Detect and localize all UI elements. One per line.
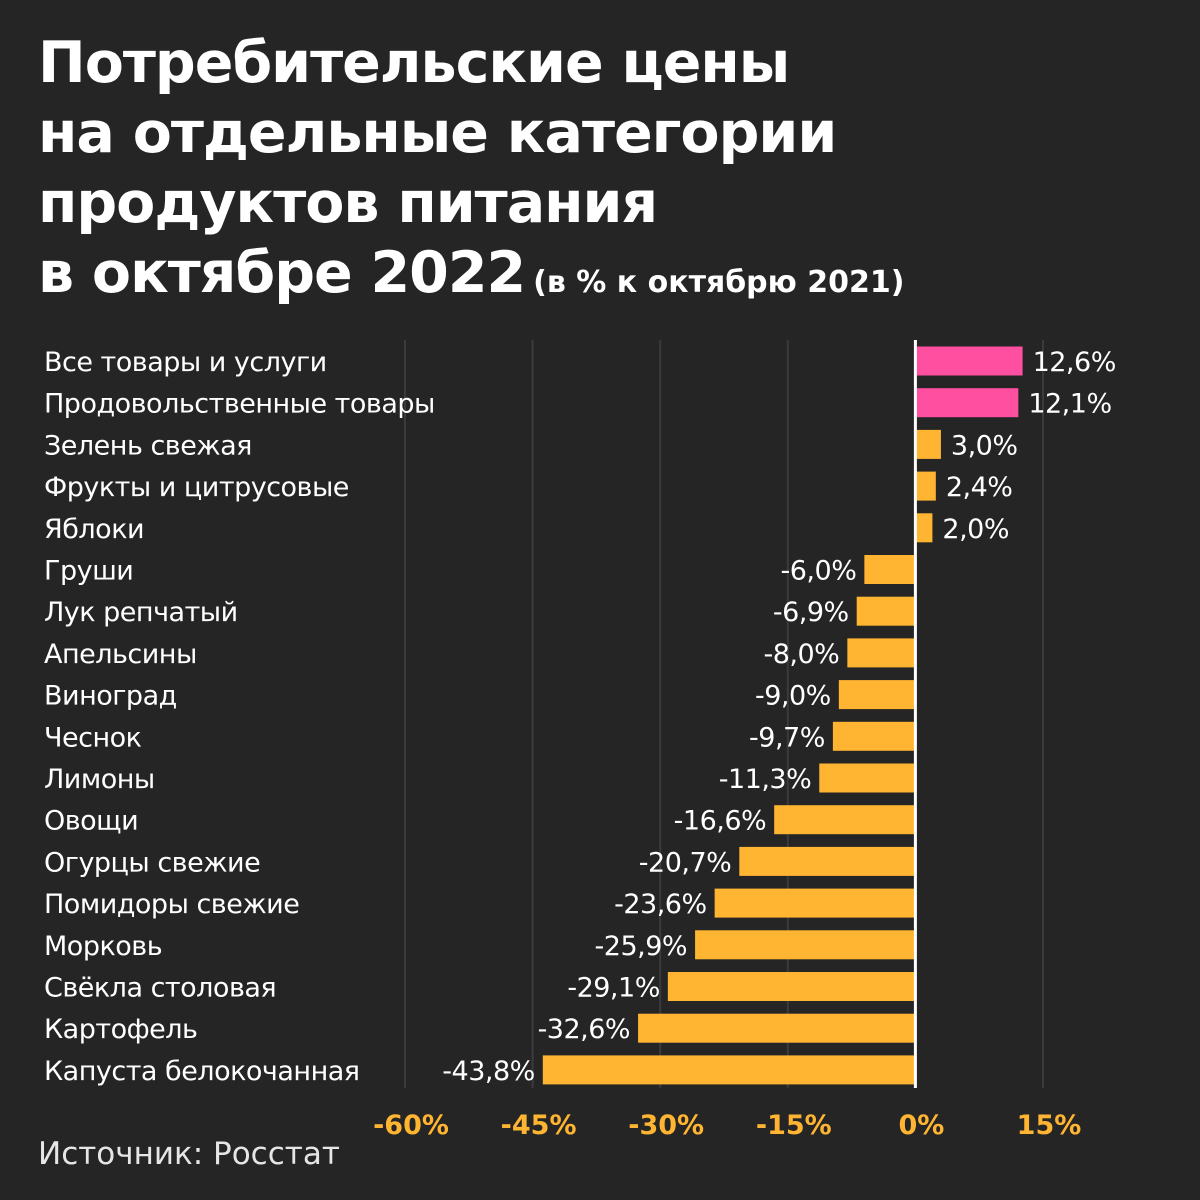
value-label: -32,6% — [538, 1014, 631, 1045]
bar — [774, 805, 916, 835]
chart-title: Потребительские цены на отдельные катего… — [38, 28, 1158, 318]
value-label: -43,8% — [442, 1056, 535, 1087]
category-label: Морковь — [44, 931, 162, 962]
bar — [915, 471, 936, 501]
title-line-4: в октябре 2022 (в % к октябрю 2021) — [38, 238, 1158, 318]
chart-subtitle: (в % к октябрю 2021) — [533, 265, 905, 300]
bar — [915, 346, 1023, 376]
category-label: Овощи — [44, 806, 138, 837]
bar — [864, 555, 916, 584]
value-label: -11,3% — [719, 764, 812, 795]
x-tick-label: 15% — [1017, 1110, 1082, 1141]
bar — [847, 638, 916, 668]
value-label: -9,7% — [749, 722, 825, 753]
title-line-1: Потребительские цены — [38, 30, 790, 96]
value-label: -20,7% — [639, 847, 732, 878]
category-label: Помидоры свежие — [44, 889, 299, 920]
value-label: -25,9% — [595, 931, 688, 962]
value-label: -6,9% — [773, 597, 849, 628]
bar — [542, 1055, 916, 1085]
value-label: -16,6% — [674, 806, 767, 837]
value-label: -8,0% — [764, 639, 840, 670]
category-label: Огурцы свежие — [44, 847, 260, 878]
category-label: Чеснок — [44, 722, 142, 753]
x-tick-label: -15% — [756, 1110, 832, 1141]
value-label: -29,1% — [567, 973, 660, 1004]
category-label: Яблоки — [44, 514, 144, 545]
bar — [915, 388, 1019, 418]
category-label: Продовольственные товары — [44, 389, 435, 420]
bar — [915, 513, 933, 543]
category-label: Свёкла столовая — [44, 973, 276, 1004]
bar — [838, 680, 916, 710]
value-label: 12,1% — [1028, 389, 1111, 420]
value-label: -9,0% — [755, 681, 831, 712]
category-label: Лимоны — [44, 764, 155, 795]
value-label: -23,6% — [614, 889, 707, 920]
category-label: Капуста белокочанная — [44, 1056, 360, 1087]
x-tick-label: 0% — [898, 1110, 944, 1141]
title-line-3: продуктов питания — [38, 170, 658, 236]
bar — [819, 763, 916, 793]
category-label: Лук репчатый — [44, 597, 238, 628]
bar — [832, 721, 916, 751]
title-line-4-text: в октябре 2022 — [38, 240, 526, 306]
bar — [695, 930, 916, 960]
category-label: Фрукты и цитрусовые — [44, 472, 349, 503]
category-label: Все товары и услуги — [44, 347, 327, 378]
bar — [714, 888, 916, 918]
bar — [915, 429, 941, 459]
value-label: 3,0% — [951, 430, 1018, 461]
category-label: Зелень свежая — [44, 430, 252, 461]
x-tick-label: -30% — [628, 1110, 704, 1141]
bar — [739, 846, 916, 876]
x-tick-label: -60% — [373, 1110, 449, 1141]
category-label: Апельсины — [44, 639, 197, 670]
category-label: Груши — [44, 556, 133, 587]
value-label: 12,6% — [1033, 347, 1116, 378]
x-tick-label: -45% — [501, 1110, 577, 1141]
category-label: Картофель — [44, 1014, 197, 1045]
value-label: 2,4% — [946, 472, 1013, 503]
bar — [638, 1013, 916, 1043]
source-note: Источник: Росстат — [38, 1136, 340, 1172]
value-label: -6,0% — [781, 556, 857, 587]
bar — [856, 596, 916, 626]
bar — [667, 972, 916, 1001]
title-line-2: на отдельные категории — [38, 100, 837, 166]
value-label: 2,0% — [942, 514, 1009, 545]
category-label: Виноград — [44, 681, 177, 712]
